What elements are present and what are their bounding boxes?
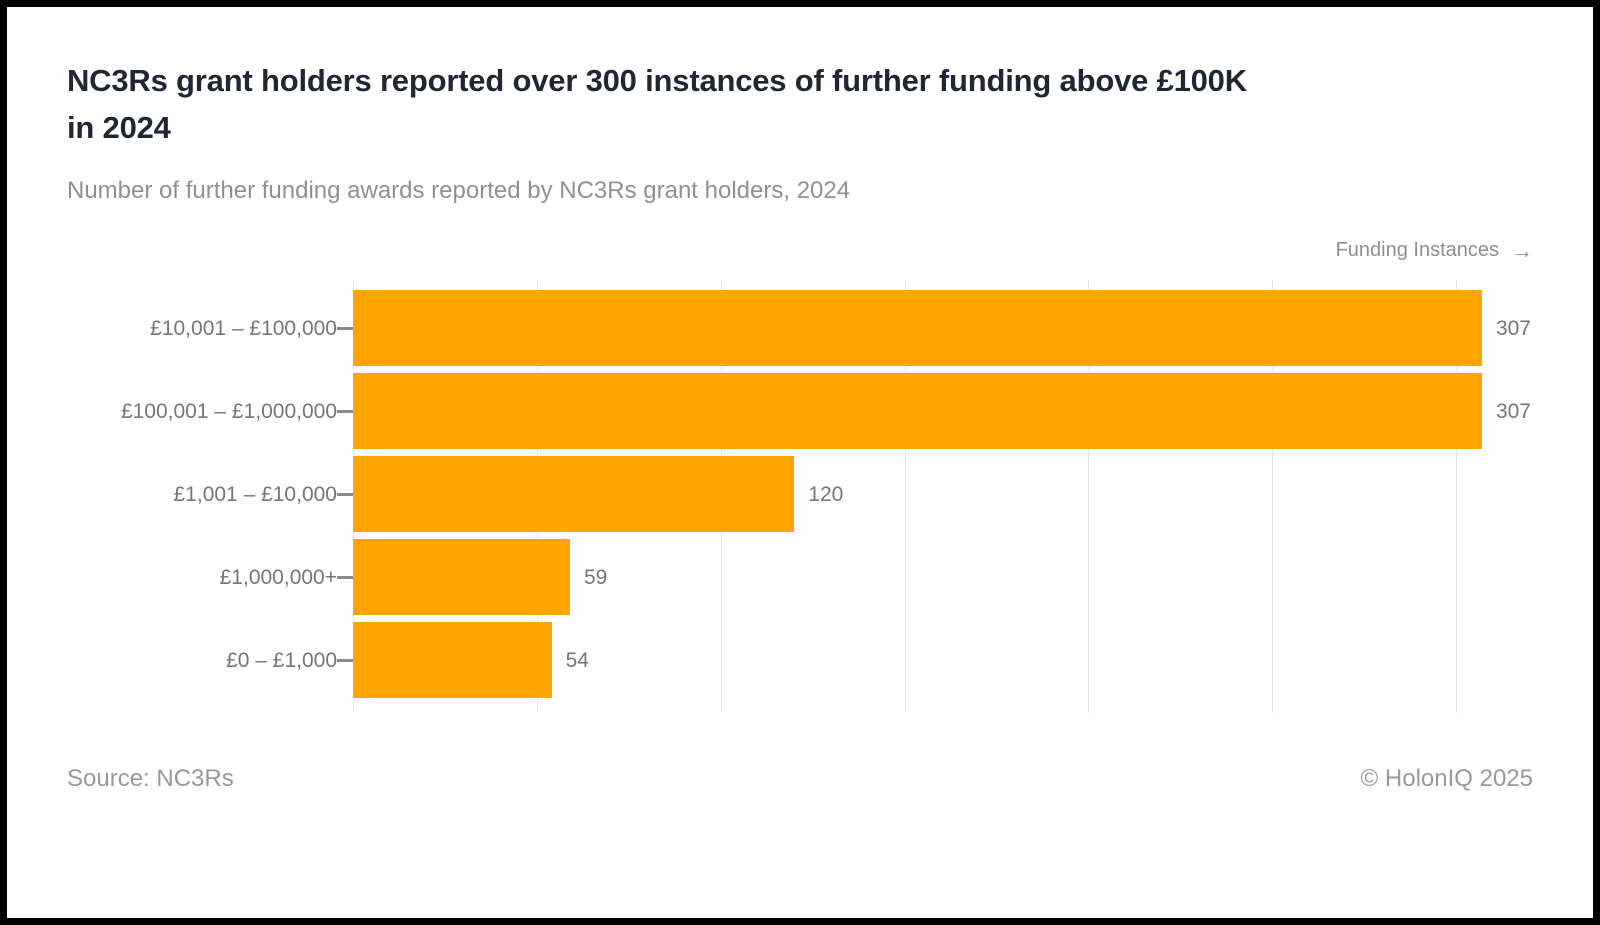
chart-footer: Source: NC3Rs © HolonIQ 2025 (67, 765, 1533, 793)
bar-area-1: 307 (353, 370, 1531, 453)
page-title-line2: in 2024 (67, 110, 171, 145)
axis-tick-1 (337, 410, 353, 413)
axis-tick-0 (337, 327, 353, 330)
chart-subtitle: Number of further funding awards reporte… (67, 177, 851, 204)
gridline-200 (1088, 280, 1090, 713)
value-label-0: 307 (1495, 316, 1531, 340)
bar-row-3: £1,000,000+ 59 (67, 536, 1533, 619)
bar-2 (353, 456, 795, 532)
gridline-150 (904, 280, 906, 713)
page-title-line1: NC3Rs grant holders reported over 300 in… (67, 63, 1247, 98)
gridline-250 (1272, 280, 1274, 713)
source-note: Source: NC3Rs (67, 765, 234, 792)
bar-1 (353, 373, 1482, 449)
category-label-2: £1,001 – £10,000 (173, 482, 338, 506)
category-label-3: £1,000,000+ (219, 565, 337, 589)
bar-row-0: £10,001 – £100,000 307 (67, 287, 1533, 370)
x-axis-title: Funding Instances (1335, 239, 1499, 261)
bar-area-0: 307 (353, 287, 1531, 370)
value-label-1: 307 (1495, 399, 1531, 423)
bar-area-4: 54 (353, 619, 1493, 702)
bar-rows: £10,001 – £100,000 307 £100,001 – £1,000,0… (67, 287, 1533, 702)
axis-tick-2 (337, 493, 353, 496)
value-label-2: 120 (808, 482, 844, 506)
bar-row-1: £100,001 – £1,000,000 307 (67, 370, 1533, 453)
bar-row-2: £1,001 – £10,000 120 (67, 453, 1533, 536)
bar-row-4: £0 – £1,000 54 (67, 619, 1533, 702)
gridline-300 (1456, 280, 1458, 713)
axis-tick-3 (337, 576, 353, 579)
x-axis-title-row: Funding Instances → (67, 239, 1533, 262)
bar-area-2: 120 (353, 453, 1493, 536)
bar-3 (353, 539, 570, 615)
axis-tick-4 (337, 659, 353, 662)
category-label-0: £10,001 – £100,000 (150, 316, 337, 340)
copyright-note: © HolonIQ 2025 (1360, 765, 1533, 792)
value-label-4: 54 (565, 648, 589, 672)
right-arrow-icon: → (1511, 237, 1533, 263)
category-label-1: £100,001 – £1,000,000 (120, 399, 337, 423)
bar-chart: £10,001 – £100,000 307 £100,001 – £1,000,0… (67, 280, 1533, 713)
bar-0 (353, 290, 1482, 366)
bar-area-3: 59 (353, 536, 1493, 619)
category-label-4: £0 – £1,000 (226, 648, 337, 672)
chart-container: NC3Rs grant holders reported over 300 in… (7, 7, 1593, 793)
bar-4 (353, 622, 552, 698)
page-title: NC3Rs grant holders reported over 300 in… (67, 57, 1533, 151)
value-label-3: 59 (583, 565, 608, 589)
